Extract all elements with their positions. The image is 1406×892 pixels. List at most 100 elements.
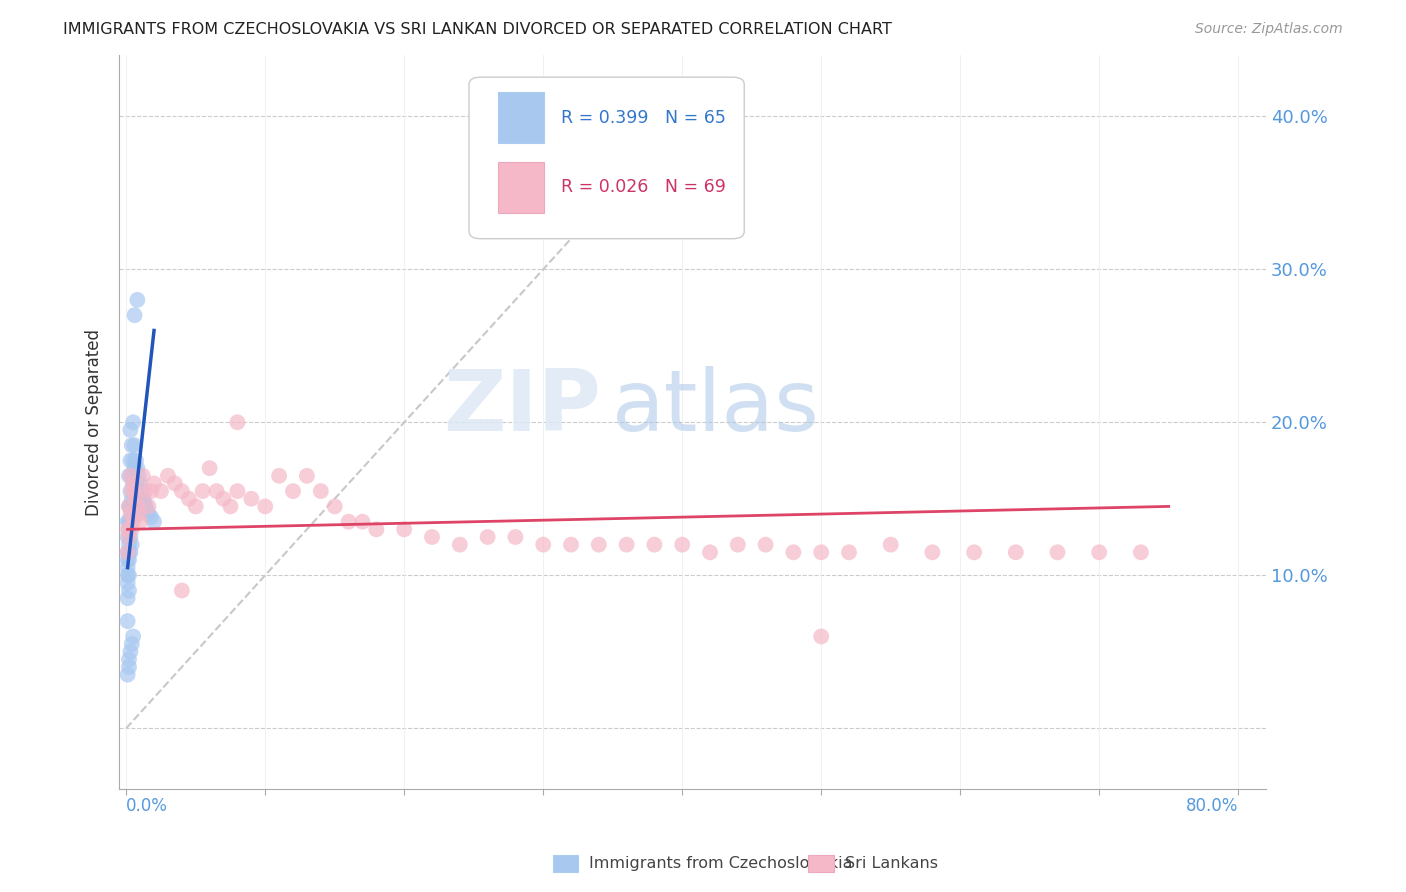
Point (121, 438, 143, 452)
Point (121, 538, 143, 552)
Point (531, 538, 554, 552)
Point (643, 538, 665, 552)
Point (117, 568, 139, 582)
Point (254, 500, 277, 514)
Point (128, 468, 150, 483)
Point (117, 530, 139, 544)
Point (124, 308, 146, 322)
Point (671, 538, 693, 552)
Point (177, 491, 200, 506)
Point (117, 560, 139, 574)
Point (124, 484, 146, 499)
Point (136, 504, 159, 518)
Point (352, 515, 374, 529)
Point (588, 538, 610, 552)
Text: atlas: atlas (613, 366, 820, 449)
Point (124, 507, 146, 521)
Point (122, 500, 145, 514)
Point (121, 522, 143, 536)
Point (699, 545, 721, 559)
Point (131, 484, 153, 499)
Point (118, 468, 141, 483)
Point (449, 538, 471, 552)
Point (281, 484, 304, 499)
Point (125, 453, 148, 467)
Point (212, 491, 235, 506)
Point (122, 515, 145, 529)
Point (118, 652, 141, 666)
Point (616, 538, 638, 552)
Point (269, 468, 291, 483)
Point (838, 545, 860, 559)
Point (156, 468, 179, 483)
FancyBboxPatch shape (470, 78, 744, 239)
Point (118, 660, 141, 674)
Point (135, 484, 157, 499)
Point (120, 453, 142, 467)
Point (138, 507, 160, 521)
Point (118, 553, 141, 567)
Point (122, 476, 145, 491)
Point (120, 545, 142, 559)
Point (240, 491, 263, 506)
Point (122, 476, 145, 491)
Point (125, 491, 148, 506)
Point (128, 491, 150, 506)
Point (810, 629, 832, 643)
Point (124, 438, 146, 452)
Point (127, 461, 149, 475)
Point (170, 484, 193, 499)
Point (121, 637, 143, 651)
Point (118, 530, 141, 544)
Point (122, 629, 145, 643)
Text: R = 0.399   N = 65: R = 0.399 N = 65 (561, 109, 725, 127)
Point (184, 500, 207, 514)
Point (120, 507, 142, 521)
Point (141, 484, 163, 499)
Point (295, 468, 318, 483)
Point (219, 500, 242, 514)
Point (125, 491, 148, 506)
Point (118, 515, 141, 529)
Point (149, 484, 172, 499)
Point (810, 545, 832, 559)
Point (880, 538, 903, 552)
Point (118, 538, 141, 552)
Point (129, 500, 152, 514)
Point (138, 500, 160, 514)
Point (1004, 545, 1026, 559)
Point (420, 530, 443, 544)
Point (120, 468, 142, 483)
Point (477, 530, 499, 544)
Point (129, 476, 152, 491)
Point (117, 545, 139, 559)
Point (755, 538, 778, 552)
Point (205, 484, 228, 499)
Point (127, 293, 149, 307)
Point (120, 645, 142, 659)
Point (132, 491, 155, 506)
Point (505, 530, 527, 544)
Point (120, 423, 142, 437)
Point (118, 522, 141, 536)
Point (170, 583, 193, 598)
Point (117, 591, 139, 606)
Point (118, 583, 141, 598)
Text: IMMIGRANTS FROM CZECHOSLOVAKIA VS SRI LANKAN DIVORCED OR SEPARATED CORRELATION C: IMMIGRANTS FROM CZECHOSLOVAKIA VS SRI LA… (63, 22, 893, 37)
Point (121, 507, 143, 521)
Point (117, 545, 139, 559)
Point (141, 510, 163, 524)
Text: 80.0%: 80.0% (1185, 797, 1239, 815)
Point (120, 530, 142, 544)
Point (134, 495, 156, 509)
Point (118, 500, 141, 514)
Point (121, 491, 143, 506)
Point (117, 614, 139, 628)
Point (132, 468, 155, 483)
Bar (498, 161, 544, 213)
Point (117, 522, 139, 536)
Point (135, 500, 157, 514)
Point (117, 553, 139, 567)
Point (323, 500, 346, 514)
Point (117, 575, 139, 590)
